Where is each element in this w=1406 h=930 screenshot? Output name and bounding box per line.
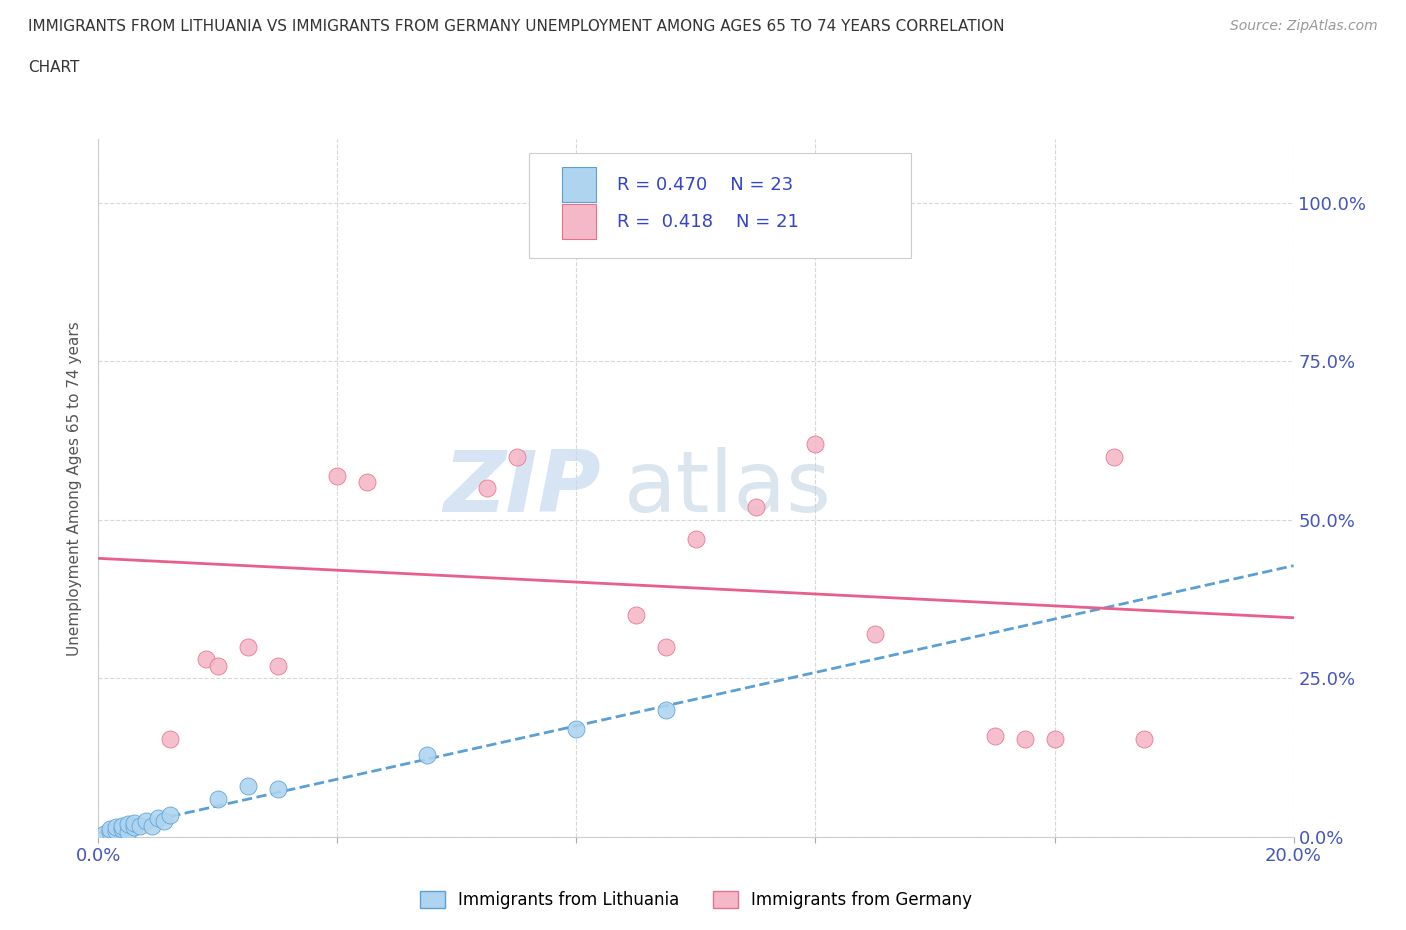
Point [655, 703, 678, 718]
Point [236, 639, 259, 654]
Point [326, 468, 349, 483]
Point [159, 807, 181, 822]
Point [804, 436, 827, 451]
Point [195, 652, 218, 667]
Text: Source: ZipAtlas.com: Source: ZipAtlas.com [1230, 19, 1378, 33]
Point [865, 627, 887, 642]
Point [655, 639, 678, 654]
Text: ZIP: ZIP [443, 446, 600, 530]
FancyBboxPatch shape [529, 153, 911, 259]
Point [148, 811, 170, 826]
Point [267, 782, 290, 797]
Point [117, 825, 139, 840]
Point [100, 825, 122, 840]
Legend: Immigrants from Lithuania, Immigrants from Germany: Immigrants from Lithuania, Immigrants fr… [420, 891, 972, 909]
Text: CHART: CHART [28, 60, 80, 75]
Point [745, 499, 768, 514]
Point [207, 658, 229, 673]
Point [135, 814, 157, 829]
Point [536, 195, 558, 210]
Y-axis label: Unemployment Among Ages 65 to 74 years: Unemployment Among Ages 65 to 74 years [67, 321, 83, 656]
Point [1043, 731, 1066, 746]
Point [93, 827, 115, 842]
Point [111, 818, 134, 833]
Bar [562, 167, 596, 203]
Point [124, 820, 146, 835]
Text: IMMIGRANTS FROM LITHUANIA VS IMMIGRANTS FROM GERMANY UNEMPLOYMENT AMONG AGES 65 : IMMIGRANTS FROM LITHUANIA VS IMMIGRANTS … [28, 19, 1005, 33]
Point [267, 658, 290, 673]
Text: R =  0.418    N = 21: R = 0.418 N = 21 [617, 213, 799, 231]
Point [506, 449, 529, 464]
Text: R = 0.470    N = 23: R = 0.470 N = 23 [617, 176, 793, 193]
Point [356, 474, 378, 489]
Point [124, 816, 146, 830]
Point [129, 818, 152, 833]
Point [117, 817, 139, 831]
Point [236, 778, 259, 793]
Point [1014, 731, 1036, 746]
Point [105, 823, 128, 838]
Point [416, 747, 439, 762]
Point [1133, 731, 1156, 746]
Point [207, 791, 229, 806]
Point [984, 728, 1007, 743]
Point [685, 532, 707, 547]
Point [475, 481, 498, 496]
Point [626, 607, 648, 622]
Point [105, 820, 128, 835]
Point [100, 822, 122, 837]
Bar [562, 205, 596, 239]
Point [153, 814, 176, 829]
Point [565, 722, 588, 737]
Point [1104, 449, 1126, 464]
Point [141, 818, 163, 833]
Text: atlas: atlas [624, 446, 832, 530]
Point [159, 731, 181, 746]
Point [111, 822, 134, 837]
